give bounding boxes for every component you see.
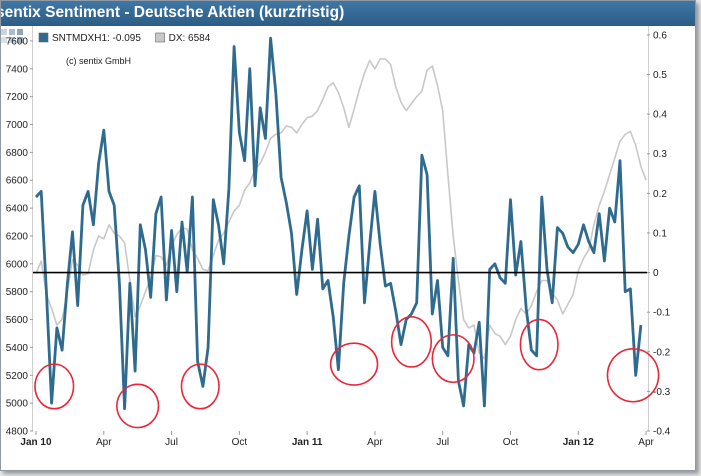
left-axis-tick-label: 5800 [6, 287, 29, 298]
x-axis-tick-label: Jul [165, 437, 178, 448]
left-axis-tick-label: 7600 [6, 36, 29, 47]
left-axis-tick-label: 5000 [6, 399, 29, 410]
left-axis-tick-label: 4800 [6, 427, 29, 438]
left-axis-tick-label: 6400 [6, 204, 29, 215]
annotation-circle [519, 318, 559, 371]
legend-label: DX: 6584 [169, 33, 211, 44]
x-axis-tick-label: Jul [436, 437, 449, 448]
right-axis-tick-label: 0.2 [653, 189, 667, 200]
legend-label: SNTMDXH1: -0.095 [52, 33, 141, 44]
right-axis-tick-label: -0.2 [653, 347, 671, 358]
x-axis-tick-label: Oct [503, 437, 519, 448]
sentiment-chart: 4800 5000 5200 5400 5600 5800 6000 6200 6400 6600… [6, 30, 671, 448]
left-axis-tick-label: 6600 [6, 176, 29, 187]
right-axis-tick-label: 0.6 [653, 30, 667, 41]
left-axis-tick-label: 5600 [6, 315, 29, 326]
annotation-circle [329, 342, 379, 386]
x-axis-tick-label: Jan 12 [563, 437, 595, 448]
left-axis-tick-label: 6000 [6, 259, 29, 270]
right-axis-tick-label: 0.4 [653, 110, 667, 121]
title-bar: sentix Sentiment - Deutsche Aktien (kurz… [1, 1, 695, 26]
x-axis-tick-label: Jan 10 [20, 437, 52, 448]
x-axis-tick-label: Apr [367, 437, 383, 448]
right-axis-tick-label: 0.1 [653, 228, 667, 239]
legend-swatch [155, 32, 165, 43]
annotation-circle [606, 348, 660, 403]
left-axis-tick-label: 7400 [6, 64, 29, 75]
right-axis-tick-label: 0.5 [653, 70, 667, 81]
x-axis-tick-label: Apr [638, 437, 654, 448]
left-axis-tick-label: 6200 [6, 231, 29, 242]
legend-swatch [38, 32, 49, 43]
right-axis-tick-label: -0.3 [653, 387, 671, 398]
left-axis-tick-label: 7000 [6, 120, 29, 131]
x-axis-tick-label: Oct [232, 437, 248, 448]
left-axis-tick-label: 7200 [6, 92, 29, 103]
chart-title: sentix Sentiment - Deutsche Aktien (kurz… [0, 4, 345, 21]
annotation-circle [116, 383, 160, 429]
right-axis-tick-label: -0.4 [653, 427, 671, 438]
left-axis-tick-label: 5400 [6, 343, 29, 354]
x-axis-tick-label: Apr [96, 437, 112, 448]
annotation-circle [34, 363, 75, 410]
right-axis-tick-label: 0 [653, 268, 659, 279]
x-axis-tick-label: Jan 11 [292, 437, 323, 448]
right-axis-tick-label: 0.3 [653, 149, 667, 160]
right-axis-tick-label: -0.1 [653, 308, 671, 319]
series-line-sntmdxh1 [34, 36, 643, 411]
copyright-text: (c) sentix GmbH [66, 56, 131, 66]
annotation-circle [180, 363, 220, 410]
left-axis-tick-label: 6800 [6, 148, 29, 159]
left-axis-tick-label: 5200 [6, 371, 29, 382]
annotation-circle [431, 334, 475, 384]
annotation-circle [390, 315, 433, 368]
